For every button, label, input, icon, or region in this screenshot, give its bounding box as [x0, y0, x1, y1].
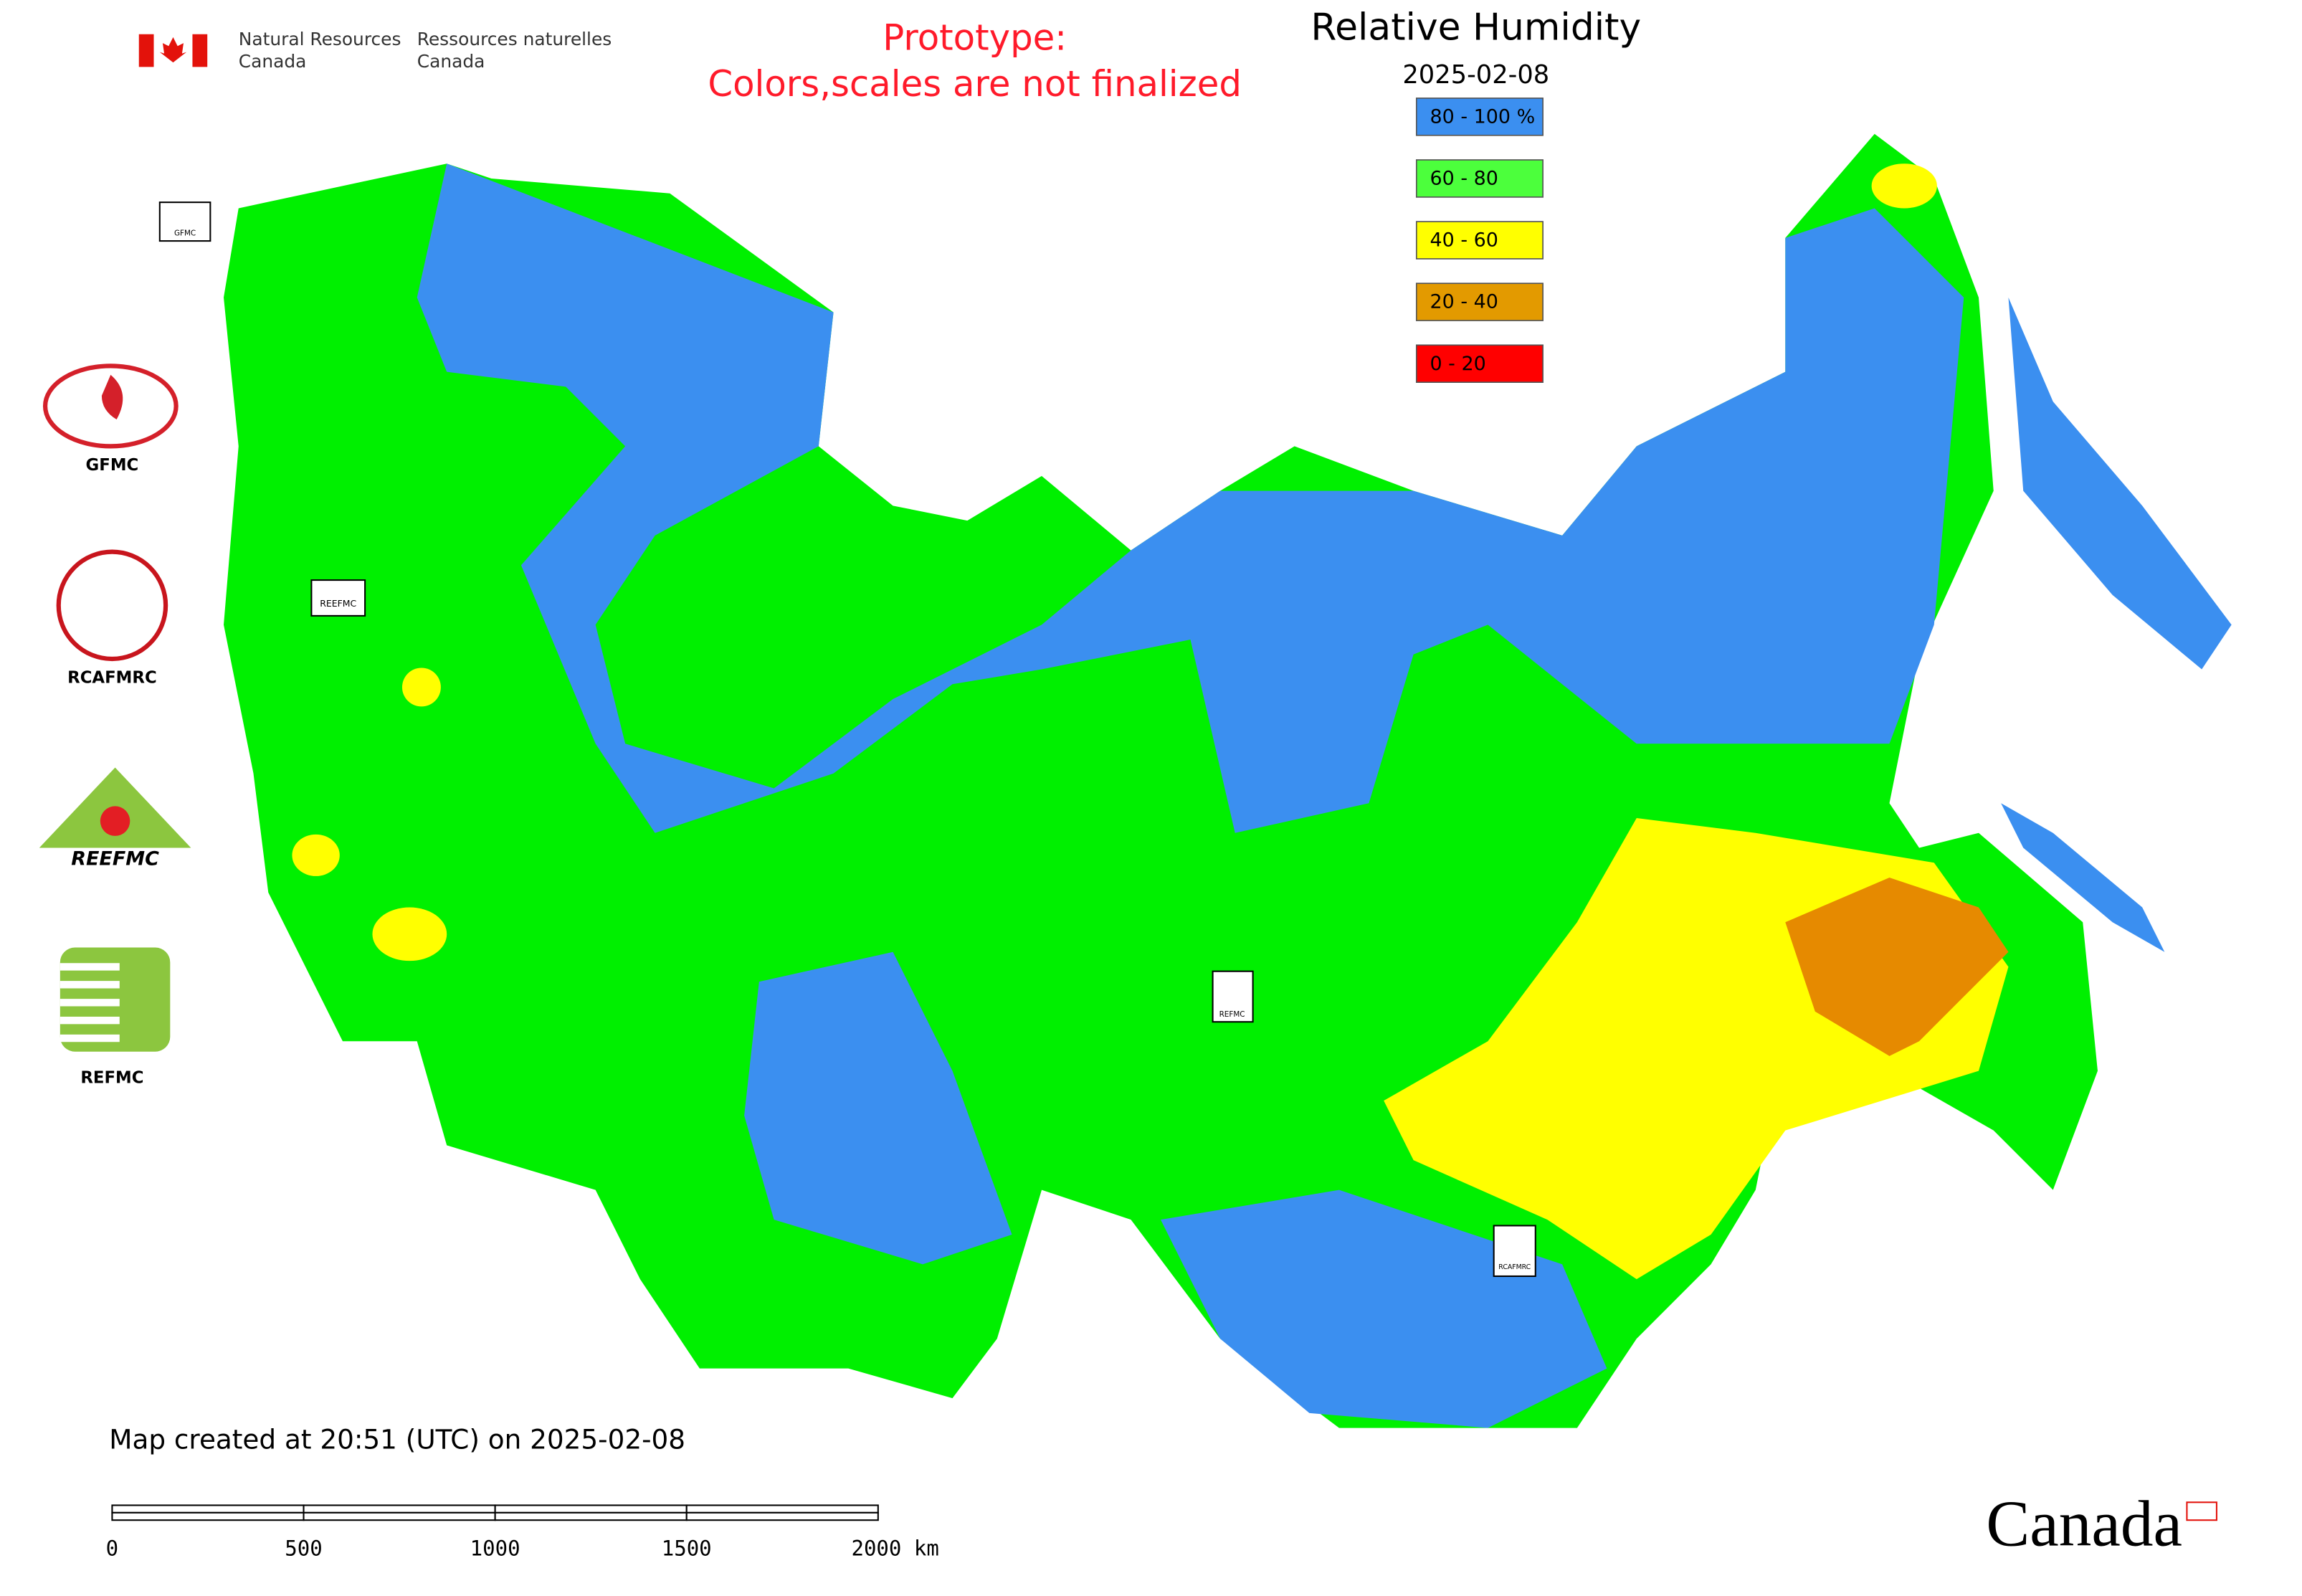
created-note: Map created at 20:51 (UTC) on 2025-02-08	[109, 1424, 685, 1455]
region-yellow	[1871, 163, 1937, 209]
scale-label: 2000 km	[851, 1536, 938, 1561]
flag-bar	[138, 34, 154, 67]
legend-swatch	[1415, 221, 1544, 260]
wordmark: Canada	[1986, 1488, 2182, 1560]
maple-leaf	[159, 37, 187, 63]
region-blue	[417, 163, 1964, 833]
scale-bar: 0 500 1000 1500 2000 km	[106, 1504, 939, 1561]
map-markers: GFMC REEFMC REFMC RCAFMRC	[158, 201, 1536, 1278]
logo-label: GFMC	[86, 456, 139, 475]
region-yellow	[372, 907, 447, 961]
region-blue	[744, 951, 1012, 1265]
region-yellow	[401, 668, 441, 707]
notice: Colors,scales are not finalized	[708, 63, 1242, 105]
notice: Prototype:	[883, 17, 1067, 59]
scale-label: 1000	[470, 1536, 520, 1561]
legend-swatch	[1415, 98, 1544, 136]
region-yellow	[292, 834, 340, 876]
logo-label: REFMC	[80, 1069, 143, 1088]
kamchatka	[2008, 297, 2232, 670]
legend-swatch	[1415, 344, 1544, 383]
dept-fr: Ressources naturelles	[417, 29, 612, 49]
marker-label: GFMC	[174, 229, 196, 238]
scale-segment	[685, 1504, 879, 1514]
flag-bar	[192, 34, 208, 67]
scale-segment	[111, 1511, 305, 1521]
marker	[310, 579, 366, 617]
scale-segment	[494, 1511, 688, 1521]
legend: 80 - 100 % 60 - 80 40 - 60 20 - 40 0 - 20	[1415, 98, 1544, 383]
scale-segment	[494, 1504, 688, 1514]
logo-label: RCAFMRC	[67, 668, 157, 687]
marker-label: REEFMC	[320, 598, 356, 609]
marker	[1212, 970, 1254, 1023]
map-title: Relative Humidity	[1311, 6, 1641, 49]
marker	[1493, 1225, 1536, 1278]
logo	[100, 806, 130, 836]
sakhalin	[2001, 803, 2165, 952]
scale-segment	[303, 1504, 496, 1514]
logo	[56, 549, 168, 662]
legend-label: 40 - 60	[1430, 229, 1498, 252]
legend-label: 20 - 40	[1430, 291, 1498, 313]
dept-en: Natural Resources	[239, 29, 401, 49]
scale-label: 1500	[662, 1536, 712, 1561]
logo	[60, 963, 120, 1042]
scale-segment	[303, 1511, 496, 1521]
region-orange	[1785, 877, 2009, 1056]
map-date: 2025-02-08	[1402, 60, 1549, 90]
marker-label: RCAFMRC	[1498, 1263, 1531, 1271]
partner-logos: GFMC RCAFMRC REEFMC REFMC	[39, 364, 191, 1088]
legend-label: 0 - 20	[1430, 353, 1485, 375]
marker	[158, 201, 211, 242]
scale-segment	[685, 1511, 879, 1521]
scale-segment	[111, 1504, 305, 1514]
legend-label: 80 - 100 %	[1430, 105, 1535, 128]
dept-fr: Canada	[417, 51, 485, 72]
legend-label: 60 - 80	[1430, 167, 1498, 189]
scale-label: 0	[106, 1536, 118, 1561]
logo	[101, 374, 123, 420]
scale-label: 500	[285, 1536, 322, 1561]
logo	[42, 364, 179, 449]
map	[224, 133, 2232, 1428]
wordmark-flag	[2186, 1501, 2217, 1521]
legend-swatch	[1415, 282, 1544, 321]
legend-swatch	[1415, 159, 1544, 198]
dept-en: Canada	[239, 51, 307, 72]
marker-label: REFMC	[1219, 1010, 1245, 1019]
logo-label: REEFMC	[71, 848, 159, 870]
